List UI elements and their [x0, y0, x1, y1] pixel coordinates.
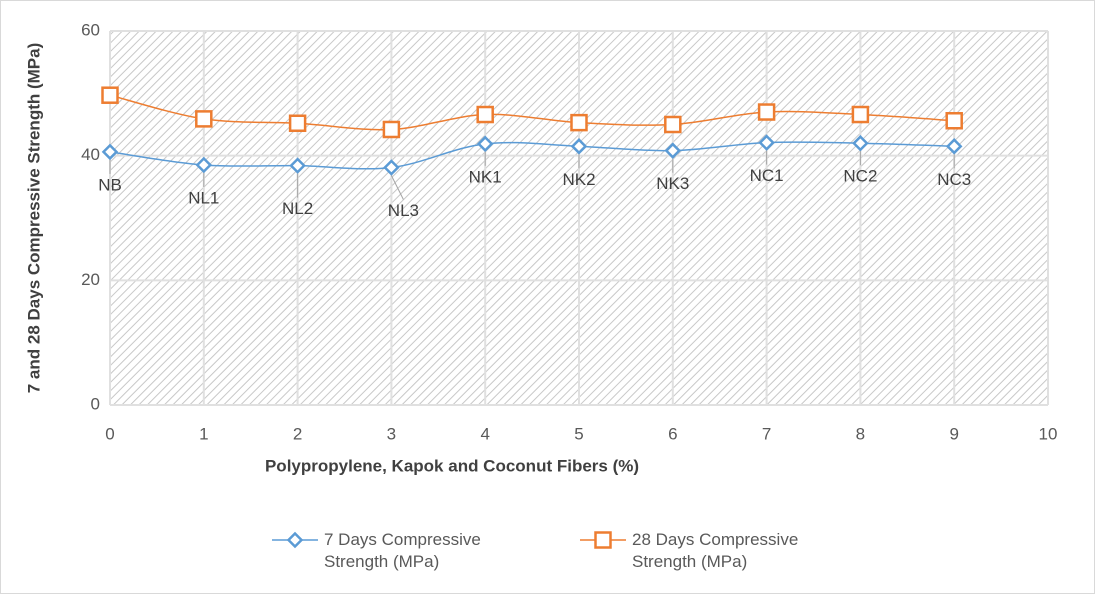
point-marker — [945, 112, 963, 130]
y-tick-label: 60 — [81, 20, 100, 39]
point-marker — [476, 105, 494, 124]
x-tick-label: 6 — [668, 424, 677, 443]
x-axis-title: Polypropylene, Kapok and Coconut Fibers … — [265, 456, 639, 475]
x-tick-label: 2 — [293, 424, 302, 443]
point-marker — [289, 157, 306, 174]
point-marker — [195, 110, 213, 128]
point-marker — [852, 134, 869, 152]
legend-label: 28 Days Compressive Strength (MPa) — [632, 530, 799, 571]
point-label: NL2 — [282, 199, 313, 218]
x-tick-label: 1 — [199, 424, 208, 443]
x-tick-label: 0 — [105, 424, 114, 443]
point-marker — [664, 115, 682, 134]
point-marker — [288, 114, 307, 133]
label-leader — [390, 175, 404, 200]
x-tick-label: 9 — [949, 424, 958, 443]
point-label: NC3 — [937, 170, 971, 189]
point-marker — [101, 86, 119, 104]
x-tick-label: 7 — [762, 424, 771, 443]
point-marker — [570, 138, 588, 155]
point-label: NB — [98, 175, 122, 194]
point-label: NC2 — [843, 167, 877, 186]
point-label: NC1 — [750, 166, 784, 185]
point-marker — [758, 134, 775, 151]
point-marker — [570, 113, 588, 132]
point-label: NK3 — [656, 174, 689, 193]
x-tick-label: 3 — [387, 424, 396, 443]
y-tick-label: 40 — [81, 145, 100, 164]
series-line — [109, 141, 955, 170]
x-tick-label: 4 — [480, 424, 489, 443]
legend-marker — [286, 531, 304, 549]
point-marker — [757, 103, 776, 121]
point-label: NL1 — [188, 189, 219, 208]
y-tick-label: 0 — [91, 394, 100, 413]
point-marker — [664, 142, 682, 159]
point-marker — [945, 138, 963, 155]
point-label: NK1 — [469, 167, 502, 186]
point-marker — [851, 105, 870, 124]
x-tick-label: 10 — [1039, 424, 1058, 443]
legend-label: 7 Days Compressive Strength (MPa) — [324, 530, 481, 571]
point-marker — [476, 135, 494, 153]
point-marker — [101, 143, 119, 161]
y-tick-label: 20 — [81, 270, 100, 289]
y-axis-title: 7 and 28 Days Compressive Strength (MPa) — [24, 43, 43, 394]
point-marker — [383, 159, 400, 176]
series-line — [109, 94, 955, 131]
point-label: NL3 — [388, 201, 419, 220]
point-marker — [382, 120, 401, 139]
point-marker — [195, 156, 213, 174]
legend-marker — [594, 531, 612, 549]
point-label: NK2 — [562, 170, 595, 189]
x-tick-label: 8 — [856, 424, 865, 443]
x-tick-label: 5 — [574, 424, 583, 443]
